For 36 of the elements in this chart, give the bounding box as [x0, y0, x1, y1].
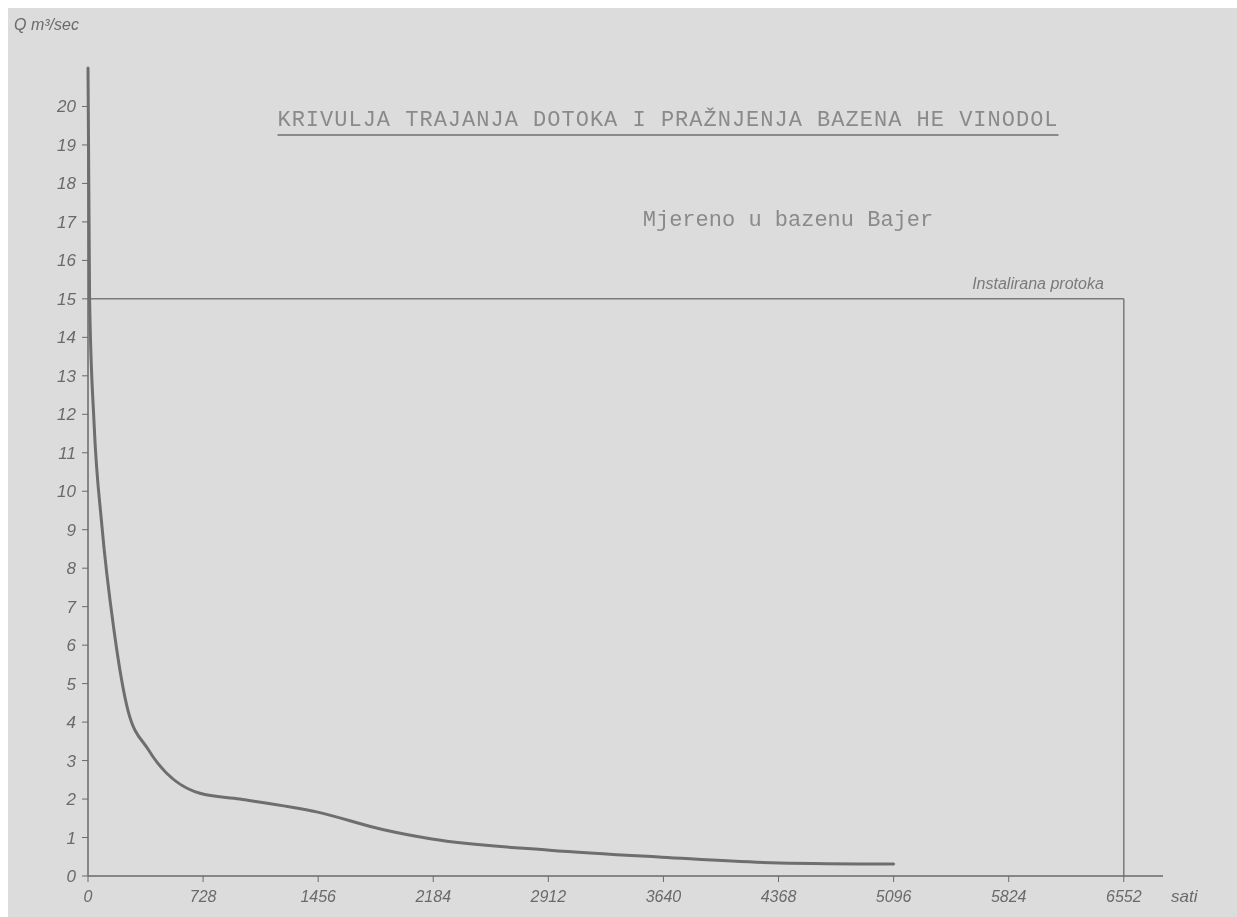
- x-tick-label: 2912: [529, 888, 567, 905]
- y-tick-label: 12: [57, 405, 77, 425]
- y-tick-label: 9: [66, 520, 77, 540]
- y-tick-label: 15: [57, 289, 77, 309]
- x-tick-label: 4368: [760, 888, 797, 905]
- y-tick-label: 8: [66, 559, 77, 579]
- x-tick-label: 2184: [414, 888, 452, 905]
- y-tick-label: 5: [66, 674, 77, 694]
- x-tick-label: 3640: [645, 888, 682, 905]
- y-tick-label: 18: [57, 174, 77, 194]
- y-tick-label: 10: [57, 482, 77, 502]
- y-tick-label: 19: [57, 135, 77, 155]
- y-tick-label: 6: [66, 636, 77, 656]
- y-tick-label: 4: [66, 713, 76, 733]
- y-tick-label: 7: [66, 597, 77, 617]
- x-tick-label: 5096: [875, 888, 912, 905]
- y-tick-label: 13: [57, 366, 77, 386]
- y-tick-label: 17: [57, 212, 77, 232]
- x-tick-label: 5824: [990, 888, 1027, 905]
- ref-line-label: Instalirana protoka: [972, 274, 1104, 292]
- y-tick-label: 0: [66, 867, 77, 886]
- y-tick-label: 11: [58, 443, 76, 463]
- y-tick-label: 1: [66, 828, 76, 848]
- x-axis-title: sati: [1171, 887, 1199, 906]
- x-tick-label: 0: [83, 888, 93, 905]
- y-tick-label: 14: [57, 328, 76, 348]
- text: Mjereno u bazenu Bajer: [642, 208, 934, 233]
- x-tick-label: 6552: [1106, 888, 1142, 905]
- y-axis-title: Q m³/sec: [14, 16, 79, 33]
- y-tick-label: 2: [65, 790, 77, 810]
- y-tick-label: 16: [57, 251, 77, 271]
- x-tick-label: 728: [189, 888, 217, 905]
- y-tick-label: 3: [66, 751, 77, 771]
- text: KRIVULJA TRAJANJA DOTOKA I PRAŽNJENJA BAZENA HE VINODOL: [277, 107, 1059, 133]
- y-tick-label: 20: [56, 97, 77, 117]
- x-tick-label: 1456: [300, 888, 337, 905]
